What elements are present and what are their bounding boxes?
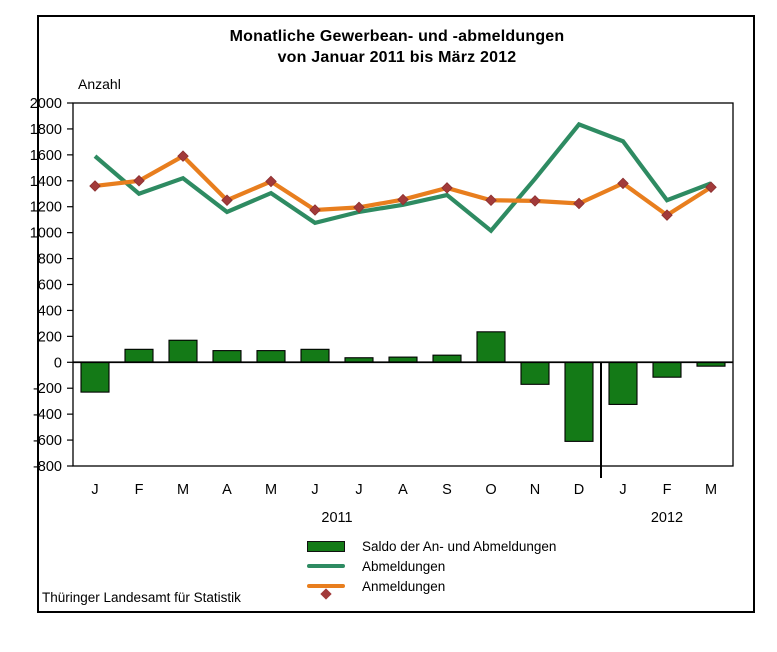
x-month-label: A [398, 482, 408, 498]
y-tick-label: 1200 [30, 200, 62, 216]
saldo-bar [564, 361, 594, 442]
legend-label-anmeldungen: Anmeldungen [362, 578, 446, 594]
x-month-label: J [619, 482, 626, 498]
saldo-bar [256, 350, 286, 363]
x-month-label: J [91, 482, 98, 498]
anmeldungen-diamond-marker [353, 201, 365, 214]
saldo-bar [124, 348, 154, 363]
x-month-label: D [574, 482, 584, 498]
y-tick-label: 1400 [30, 174, 62, 190]
y-tick-label: 2000 [30, 96, 62, 112]
anmeldungen-diamond-marker [309, 204, 321, 216]
y-tick-label: 800 [38, 252, 62, 268]
x-month-label: F [663, 482, 672, 498]
anmeldungen-diamond-marker [221, 194, 233, 206]
x-month-label: S [442, 482, 452, 498]
saldo-bar [300, 348, 330, 363]
saldo-bar [608, 361, 638, 405]
source-note: Thüringer Landesamt für Statistik [42, 590, 241, 605]
anmeldungen-diamond-marker [441, 182, 453, 194]
y-tick-label: 1000 [30, 226, 62, 242]
anmeldungen-diamond-marker [617, 177, 629, 190]
saldo-bar-swatch-icon [300, 540, 352, 552]
x-month-label: M [705, 482, 717, 498]
anmeldungen-diamond-marker [485, 194, 497, 206]
legend-item-saldo: Saldo der An- und Abmeldungen [300, 536, 556, 556]
y-tick-label: 600 [38, 278, 62, 294]
y-tick-label: -200 [33, 381, 62, 397]
saldo-bar [80, 361, 110, 393]
x-month-label: M [177, 482, 189, 498]
x-month-label: M [265, 482, 277, 498]
y-tick-label: -400 [33, 407, 62, 423]
saldo-bar [212, 350, 242, 363]
saldo-bar [520, 361, 550, 385]
abmeldungen-line [93, 121, 712, 234]
x-month-label: N [530, 482, 540, 498]
anmeldungen-diamond-marker [89, 180, 101, 192]
chart-title: Monatliche Gewerbean- und -abmeldungen v… [37, 26, 757, 68]
outer-border [37, 15, 755, 613]
anmeldungen-diamond-marker [397, 193, 409, 206]
anmeldungen-diamond-marker [705, 181, 717, 194]
legend-item-abmeldungen: Abmeldungen [300, 556, 556, 576]
y-tick-label: -800 [33, 459, 62, 475]
y-tick-label: 200 [38, 329, 62, 345]
anmeldungen-diamond-marker [133, 175, 145, 187]
x-month-label: J [311, 482, 318, 498]
chart-title-line1: Monatliche Gewerbean- und -abmeldungen [229, 28, 565, 45]
anmeldungen-diamond-marker [265, 175, 277, 188]
x-month-label: F [135, 482, 144, 498]
saldo-bar [432, 354, 462, 363]
year-label-2012: 2012 [650, 510, 684, 526]
x-month-label: O [485, 482, 496, 498]
year-label-2011: 2011 [321, 510, 353, 526]
saldo-bar [652, 361, 682, 378]
saldo-bar [476, 331, 506, 363]
anmeldungen-diamond-marker [177, 150, 189, 162]
chart-title-line2: von Januar 2011 bis März 2012 [277, 49, 517, 66]
y-axis-title: Anzahl [78, 76, 121, 92]
y-tick-label: -600 [33, 433, 62, 449]
saldo-bar [168, 339, 198, 363]
legend-label-abmeldungen: Abmeldungen [362, 558, 446, 574]
x-month-label: J [355, 482, 362, 498]
legend-item-anmeldungen: Anmeldungen [300, 576, 556, 600]
abmeldungen-line-swatch-icon [300, 564, 352, 568]
legend-label-saldo: Saldo der An- und Abmeldungen [362, 538, 557, 554]
y-tick-label: 1600 [30, 148, 62, 164]
anmeldungen-line-swatch-icon [300, 584, 352, 600]
x-month-label: A [222, 482, 232, 498]
anmeldungen-diamond-marker [661, 209, 673, 221]
y-tick-label: 0 [54, 355, 62, 371]
y-tick-label: 400 [38, 303, 62, 319]
y-tick-label: 1800 [30, 122, 62, 138]
legend: Saldo der An- und Abmeldungen Abmeldunge… [300, 536, 556, 600]
anmeldungen-diamond-marker [529, 195, 541, 207]
anmeldungen-diamond-marker [573, 197, 585, 210]
